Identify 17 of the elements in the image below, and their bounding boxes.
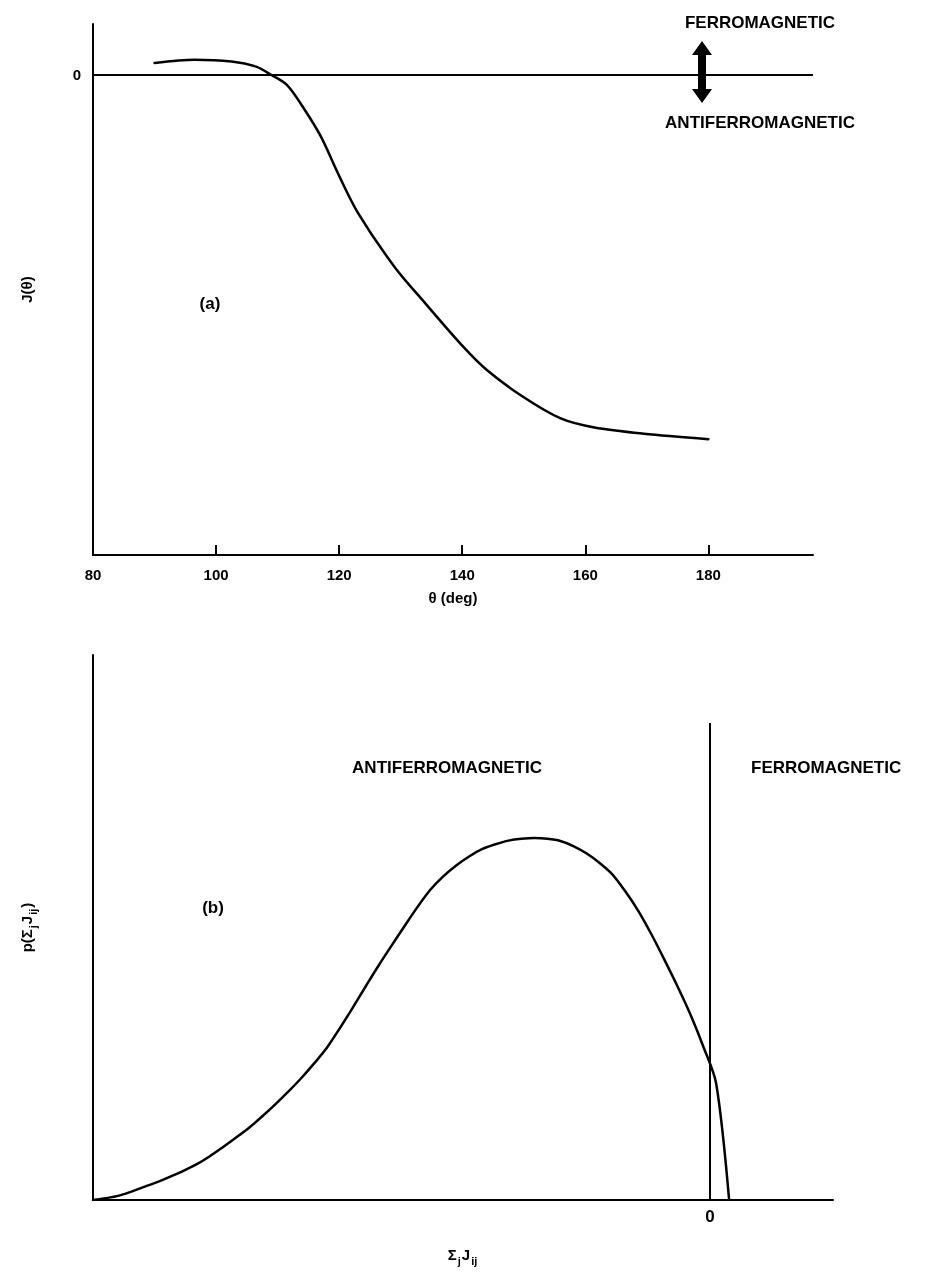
text: FERROMAGNETIC (684, 12, 836, 32)
y-axis-title: J(θ) (17, 276, 35, 303)
text: ANTIFERROMAGNETIC (352, 757, 542, 777)
x-tick-label: 100 (203, 566, 229, 583)
x-tick-label: 180 (695, 566, 721, 583)
x-tick-label: 140 (449, 566, 475, 583)
x-axis-title: θ (deg) (428, 588, 478, 606)
x-tick-label: 120 (326, 566, 352, 583)
x-tick-label: 80 (84, 566, 102, 583)
y-axis-title: p(ΣjJij) (17, 902, 39, 953)
text: 0 (705, 1206, 715, 1226)
x-tick-label: 160 (572, 566, 598, 583)
text: FERROMAGNETIC (751, 757, 902, 777)
annotation: (b) (202, 897, 224, 917)
annotation: ANTIFERROMAGNETIC (665, 112, 855, 132)
ref-line-label: 0 (72, 66, 81, 84)
annotation: (a) (199, 293, 221, 313)
